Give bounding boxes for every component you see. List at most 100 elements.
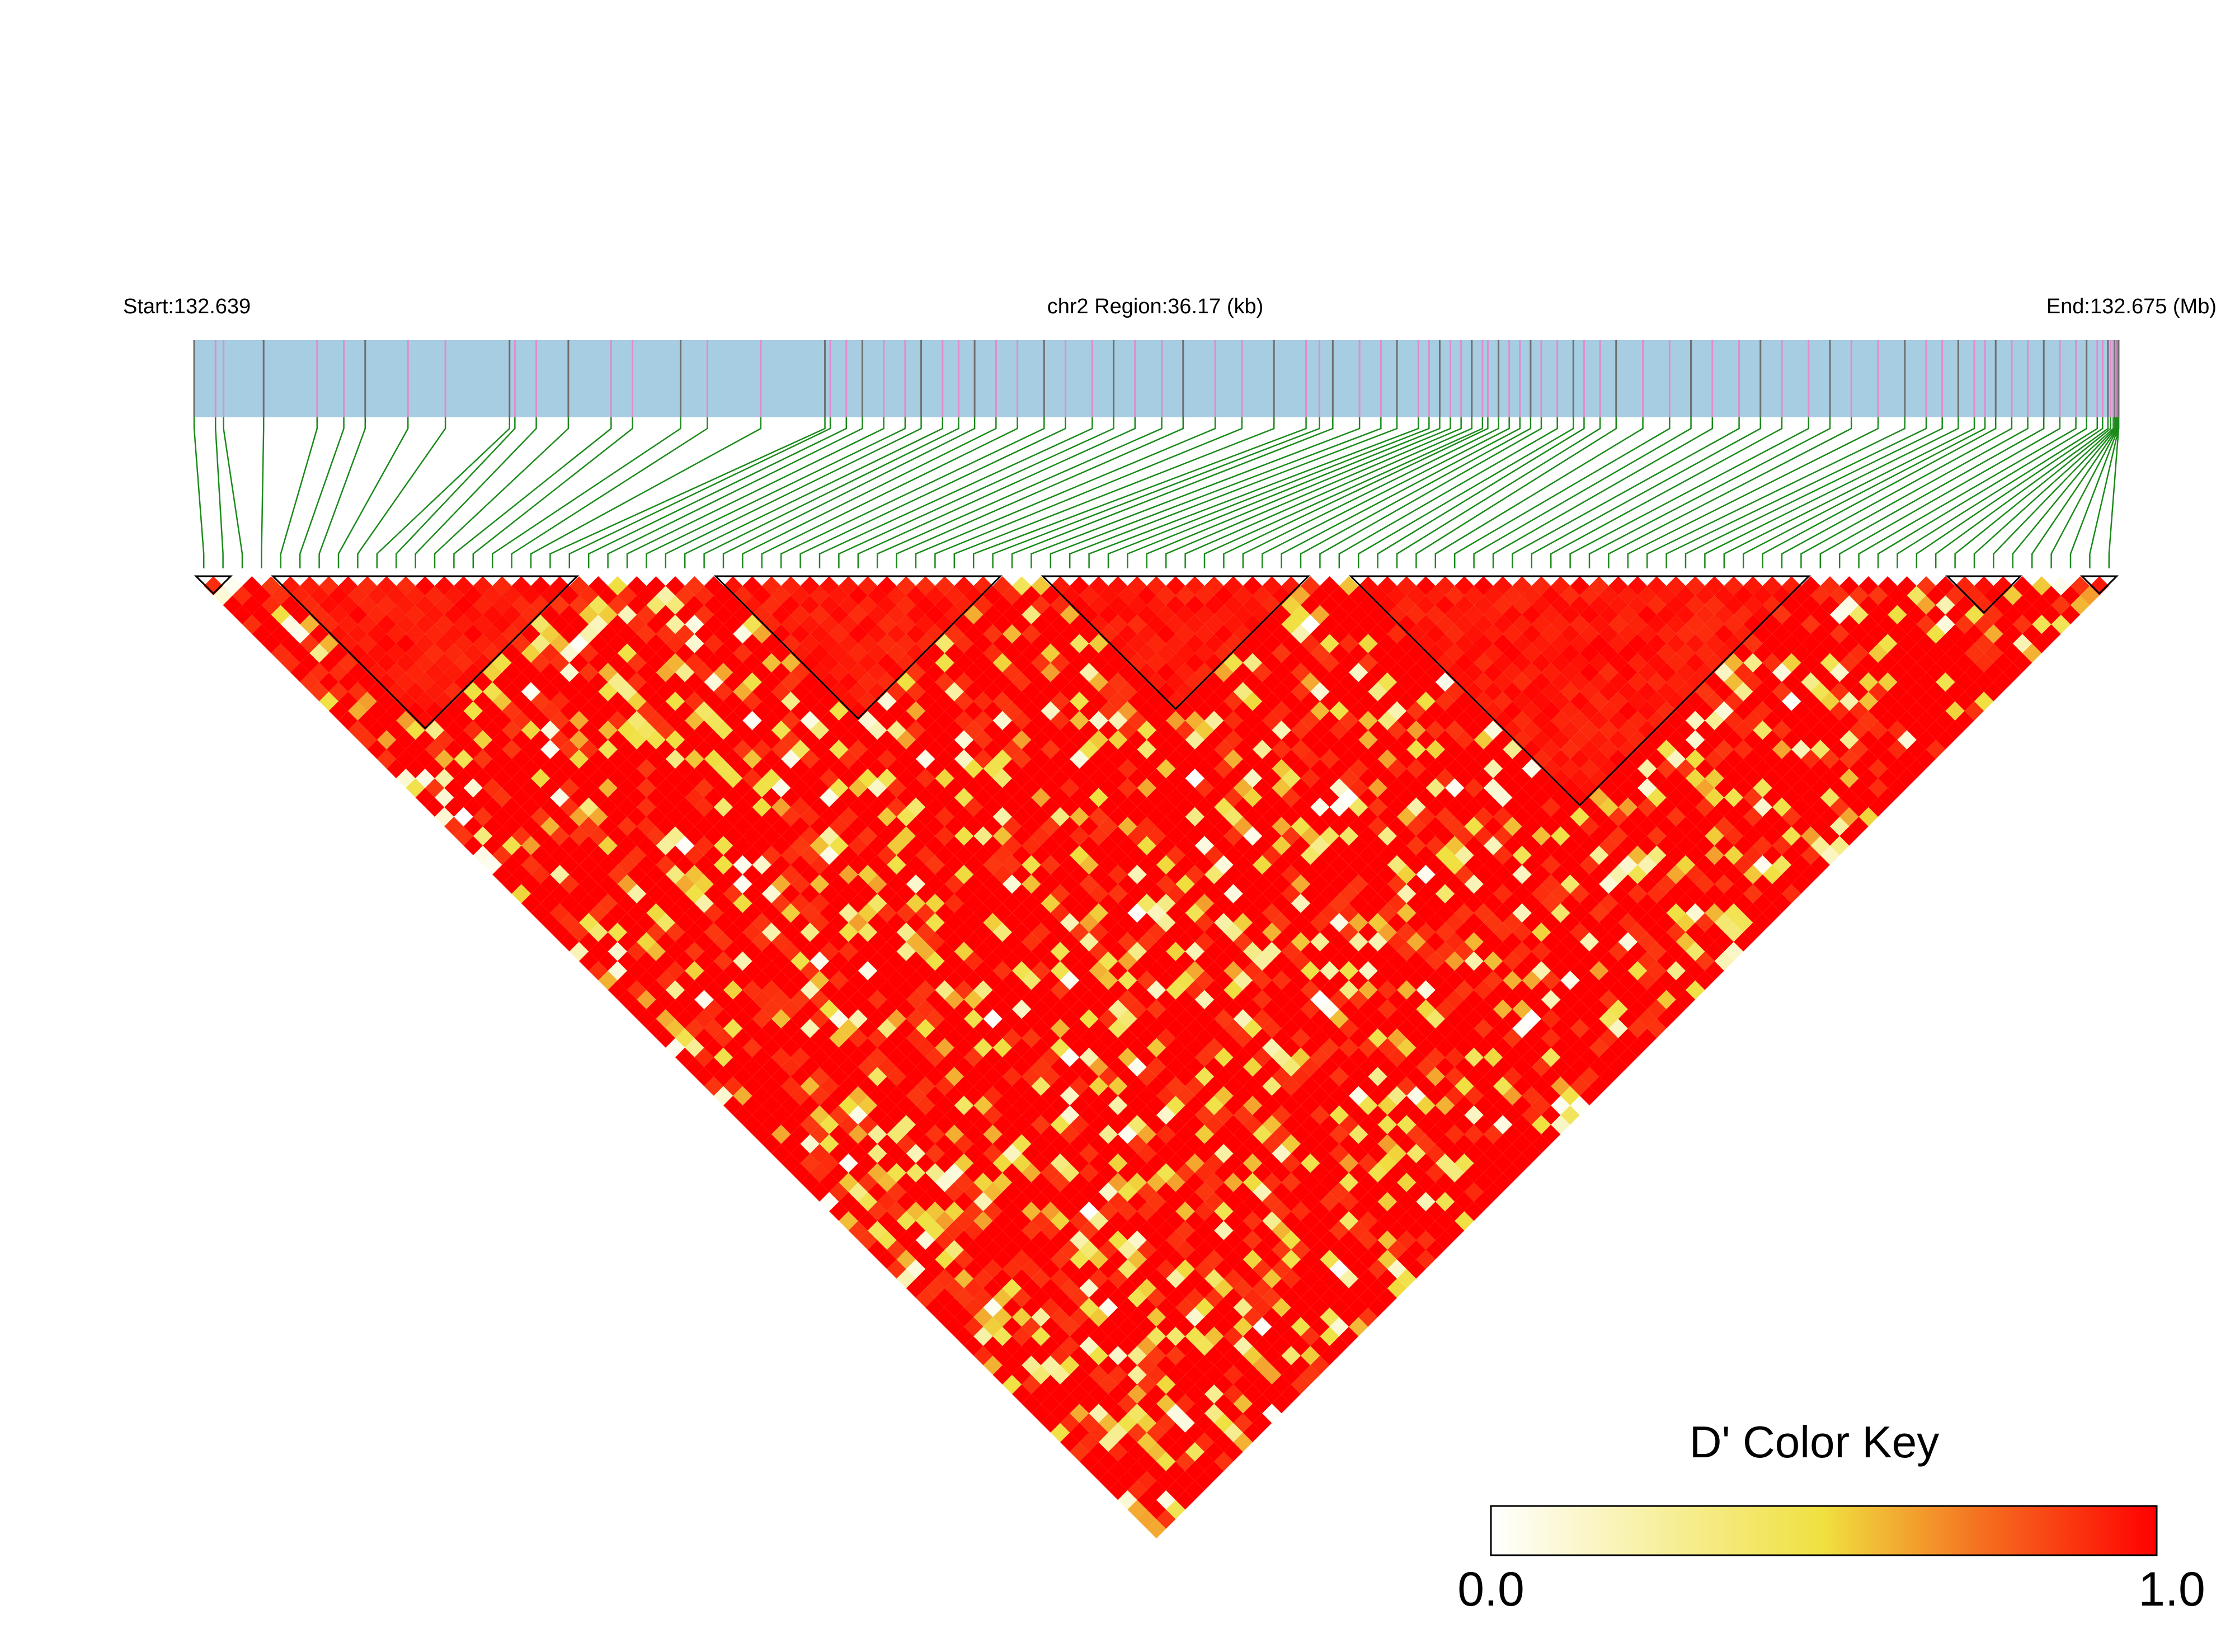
ld-cell bbox=[473, 576, 493, 596]
ld-cell bbox=[1031, 884, 1051, 903]
ld-cell bbox=[1368, 740, 1387, 759]
ld-cell bbox=[338, 634, 358, 653]
ld-cell bbox=[925, 1202, 945, 1221]
ld-cell bbox=[1570, 595, 1589, 615]
ld-cell bbox=[1108, 710, 1128, 731]
ld-cell bbox=[1868, 740, 1888, 759]
ld-cell bbox=[646, 730, 666, 750]
ld-cell bbox=[579, 682, 599, 702]
ld-cell bbox=[598, 740, 618, 759]
ld-cell bbox=[723, 1019, 743, 1038]
ld-cell bbox=[1579, 662, 1599, 683]
ld-cell bbox=[1194, 1240, 1215, 1260]
ld-cell bbox=[1272, 817, 1291, 836]
ld-cell bbox=[742, 942, 762, 961]
ld-cell bbox=[1156, 1202, 1176, 1221]
ld-cell bbox=[1560, 817, 1580, 836]
ld-cell bbox=[1493, 1173, 1513, 1192]
ld-cell bbox=[1079, 721, 1099, 740]
ld-cell bbox=[820, 595, 839, 615]
ld-cell bbox=[791, 874, 810, 894]
ld-cell bbox=[742, 1076, 762, 1096]
ld-cell bbox=[868, 778, 887, 798]
ld-cell bbox=[848, 1143, 868, 1164]
ld-cell bbox=[1349, 874, 1368, 894]
ld-cell bbox=[1541, 586, 1561, 605]
ld-cell bbox=[1301, 884, 1320, 903]
ld-cell bbox=[1194, 817, 1215, 836]
ld-cell bbox=[1734, 797, 1753, 817]
ld-cell bbox=[916, 884, 935, 903]
ld-cell bbox=[1368, 1028, 1387, 1048]
ld-cell bbox=[1541, 1009, 1561, 1029]
ld-cell bbox=[1589, 884, 1609, 903]
ld-cell bbox=[935, 672, 954, 692]
ld-cell bbox=[1493, 1019, 1513, 1038]
ld-cell bbox=[1512, 1057, 1532, 1077]
ld-cell bbox=[694, 855, 714, 875]
ld-cell bbox=[1320, 1211, 1339, 1231]
ld-cell bbox=[1031, 1095, 1051, 1116]
ld-cell bbox=[1329, 721, 1349, 740]
ld-cell bbox=[1185, 769, 1204, 788]
ld-cell bbox=[1618, 643, 1638, 663]
ld-cell bbox=[1349, 1086, 1368, 1105]
ld-cell bbox=[1387, 662, 1407, 683]
ld-cell bbox=[742, 672, 762, 692]
ld-cell bbox=[1127, 672, 1147, 692]
ld-cell bbox=[1060, 605, 1080, 624]
ld-cell bbox=[1194, 701, 1215, 721]
ld-cell bbox=[1224, 1230, 1243, 1250]
ld-cell bbox=[1137, 990, 1156, 1009]
ld-cell bbox=[992, 1134, 1012, 1154]
ld-cell bbox=[1579, 643, 1599, 663]
ld-cell bbox=[1175, 662, 1195, 683]
ld-cell bbox=[1031, 1230, 1051, 1250]
ld-cell bbox=[1310, 1182, 1330, 1202]
ld-cell bbox=[1243, 1057, 1263, 1077]
ld-cell bbox=[483, 624, 502, 644]
ld-cell bbox=[1579, 1086, 1599, 1105]
ld-cell bbox=[1522, 643, 1541, 663]
ld-cell bbox=[1031, 1346, 1051, 1366]
ld-cell bbox=[387, 605, 406, 624]
ld-cell bbox=[791, 1163, 810, 1183]
ld-cell bbox=[1608, 1057, 1628, 1077]
ld-cell bbox=[531, 672, 550, 692]
ld-cell bbox=[1493, 672, 1513, 692]
ld-cell bbox=[1349, 759, 1368, 779]
ld-cell bbox=[723, 691, 743, 711]
ld-cell bbox=[1714, 913, 1734, 933]
ld-cell bbox=[1810, 797, 1830, 817]
ld-cell bbox=[887, 721, 906, 740]
ld-cell bbox=[1339, 614, 1359, 634]
ld-cell bbox=[1666, 884, 1686, 903]
ld-cell bbox=[1425, 643, 1445, 663]
ld-cell bbox=[858, 576, 878, 596]
ld-cell bbox=[1272, 913, 1291, 933]
ld-cell bbox=[1253, 1278, 1272, 1298]
ld-cell bbox=[1329, 1047, 1349, 1067]
ld-cell bbox=[1146, 961, 1166, 981]
ld-cell bbox=[1686, 634, 1705, 653]
ld-cell bbox=[1079, 1452, 1099, 1471]
ld-cell bbox=[559, 855, 579, 875]
ld-cell bbox=[1146, 576, 1166, 596]
ld-cell bbox=[916, 1173, 935, 1192]
ld-cell bbox=[1070, 1230, 1089, 1250]
ld-cell bbox=[1445, 971, 1465, 990]
ld-cell bbox=[1031, 1038, 1051, 1057]
ld-cell bbox=[1156, 855, 1176, 875]
ld-cell bbox=[983, 951, 1003, 971]
ld-cell bbox=[396, 576, 416, 596]
ld-cell bbox=[1185, 1326, 1204, 1346]
ld-cell bbox=[1137, 893, 1156, 913]
ld-cell bbox=[1243, 749, 1263, 769]
ld-cell bbox=[1627, 1019, 1648, 1038]
ld-cell bbox=[492, 576, 512, 596]
ld-cell bbox=[1185, 1154, 1204, 1173]
ld-cell bbox=[1830, 740, 1850, 759]
ld-cell bbox=[473, 653, 493, 672]
ld-cell bbox=[1281, 595, 1301, 615]
ld-cell bbox=[598, 797, 618, 817]
